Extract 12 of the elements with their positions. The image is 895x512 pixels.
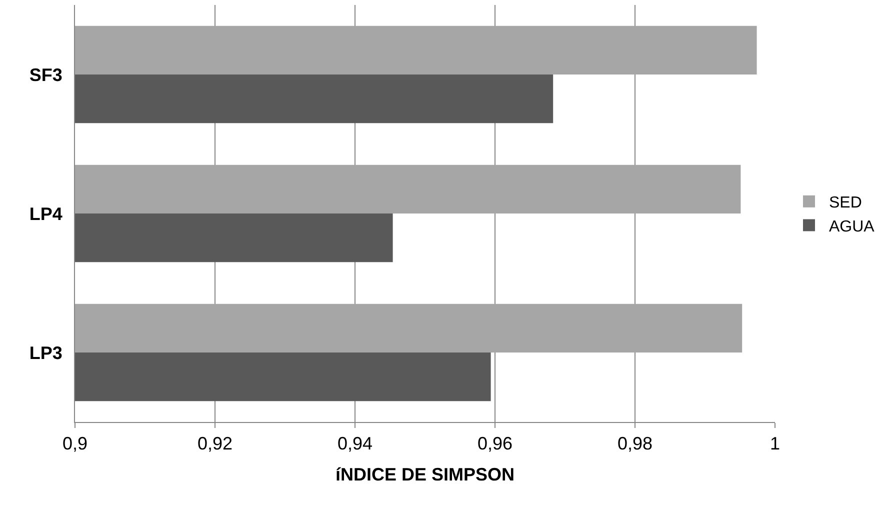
x-tick-label: 1 xyxy=(770,434,780,454)
y-tick-label: LP3 xyxy=(29,342,62,363)
x-tick-label: 0,9 xyxy=(62,434,88,454)
x-tick-label: 0,98 xyxy=(617,434,653,454)
x-axis-title: íNDICE DE SIMPSON xyxy=(335,464,515,485)
x-tick-label: 0,96 xyxy=(477,434,513,454)
legend-label: AGUA xyxy=(829,218,875,236)
x-tick-label: 0,94 xyxy=(337,434,373,454)
legend-label: SED xyxy=(829,194,862,212)
x-tick-label: 0,92 xyxy=(197,434,233,454)
y-tick-label: LP4 xyxy=(29,204,62,224)
y-tick-label: SF3 xyxy=(29,64,62,85)
